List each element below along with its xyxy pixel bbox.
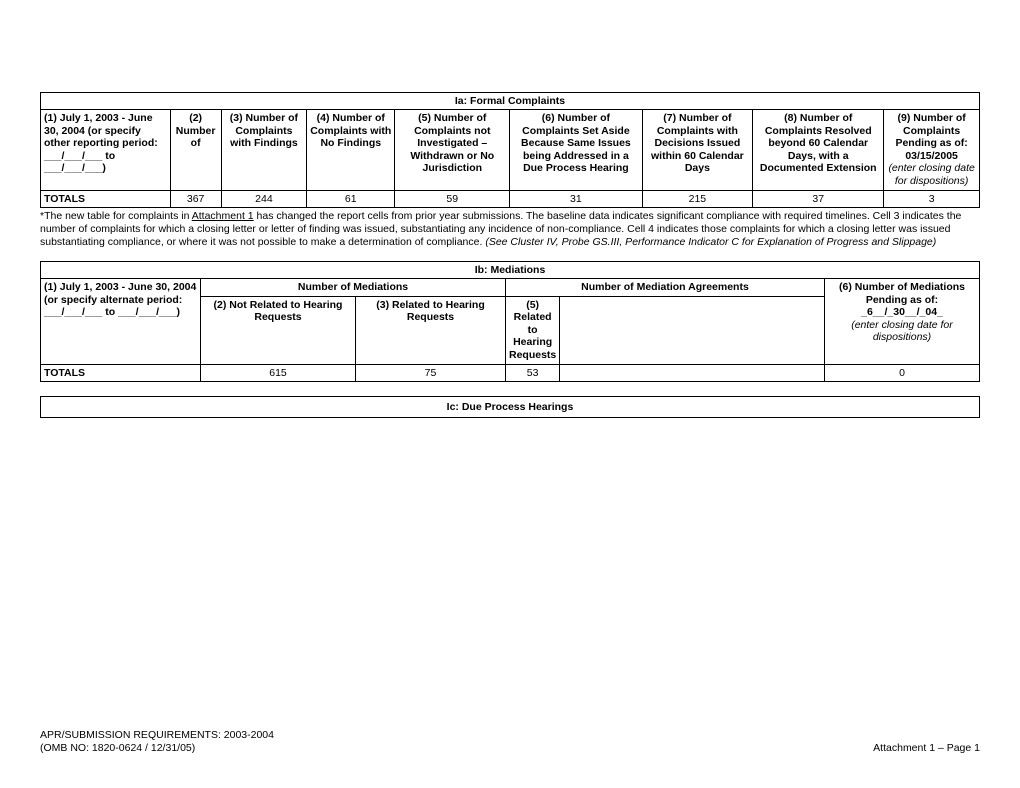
total-a-2: 61 [307, 190, 395, 207]
b-col3-header: (3) Related to Hearing Requests [356, 296, 506, 364]
b-mediations-header: Number of Mediations [201, 278, 506, 296]
footer-line2: (OMB NO: 1820-0624 / 12/31/05) [40, 742, 195, 756]
total-a-0: 367 [170, 190, 221, 207]
col4-header: (4) Number of Complaints with No Finding… [307, 110, 395, 191]
col3-header: (3) Number of Complaints with Findings [221, 110, 307, 191]
table-b-title: Ib: Mediations [41, 261, 980, 278]
b-col-blank-header [560, 296, 825, 364]
footnote-text: *The new table for complaints in Attachm… [40, 210, 980, 249]
table-c-title: Ic: Due Process Hearings [41, 396, 980, 417]
footer-page: Attachment 1 – Page 1 [873, 742, 980, 756]
col2-header: (2) Number of [170, 110, 221, 191]
total-a-7: 3 [884, 190, 980, 207]
col8-header: (8) Number of Complaints Resolved beyond… [753, 110, 884, 191]
totals-label-a: TOTALS [41, 190, 171, 207]
page-footer: APR/SUBMISSION REQUIREMENTS: 2003-2004 (… [40, 729, 980, 756]
totals-label-b: TOTALS [41, 364, 201, 381]
b-col1-header: (1) July 1, 2003 - June 30, 2004 (or spe… [41, 278, 201, 364]
col9-header-main: (9) Number of Complaints Pending as of: … [895, 112, 967, 162]
col1-header: (1) July 1, 2003 - June 30, 2004 (or spe… [41, 110, 171, 191]
total-b-4: 0 [825, 364, 980, 381]
col6-header: (6) Number of Complaints Set Aside Becau… [510, 110, 642, 191]
footnote-italic: (See Cluster IV, Probe GS.III, Performan… [485, 236, 936, 248]
table-due-process: Ic: Due Process Hearings [40, 396, 980, 418]
total-a-3: 59 [395, 190, 510, 207]
table-formal-complaints: Ia: Formal Complaints (1) July 1, 2003 -… [40, 92, 980, 208]
b-col6-a: (6) Number of Mediations Pending as of: [839, 281, 965, 306]
b-col6-b: _6__/_30__/_04_ [861, 306, 943, 318]
total-a-5: 215 [642, 190, 753, 207]
total-a-4: 31 [510, 190, 642, 207]
col5-header: (5) Number of Complaints not Investigate… [395, 110, 510, 191]
b-col6-c: (enter closing date for dispositions) [851, 319, 953, 344]
b-agreements-header: Number of Mediation Agreements [506, 278, 825, 296]
col7-header: (7) Number of Complaints with Decisions … [642, 110, 753, 191]
total-a-6: 37 [753, 190, 884, 207]
total-a-1: 244 [221, 190, 307, 207]
total-b-1: 75 [356, 364, 506, 381]
table-mediations: Ib: Mediations (1) July 1, 2003 - June 3… [40, 261, 980, 382]
total-b-2: 53 [506, 364, 560, 381]
footnote-attachment: Attachment 1 [192, 210, 254, 222]
col9-header: (9) Number of Complaints Pending as of: … [884, 110, 980, 191]
footer-line1: APR/SUBMISSION REQUIREMENTS: 2003-2004 [40, 729, 980, 743]
b-col2-header: (2) Not Related to Hearing Requests [201, 296, 356, 364]
b-col5-header: (5) Related to Hearing Requests [506, 296, 560, 364]
col9-header-sub: (enter closing date for dispositions) [888, 162, 974, 187]
table-a-title: Ia: Formal Complaints [41, 93, 980, 110]
b-col6-header: (6) Number of Mediations Pending as of: … [825, 278, 980, 364]
footnote-prefix: *The new table for complaints in [40, 210, 192, 222]
total-b-0: 615 [201, 364, 356, 381]
total-b-3 [560, 364, 825, 381]
